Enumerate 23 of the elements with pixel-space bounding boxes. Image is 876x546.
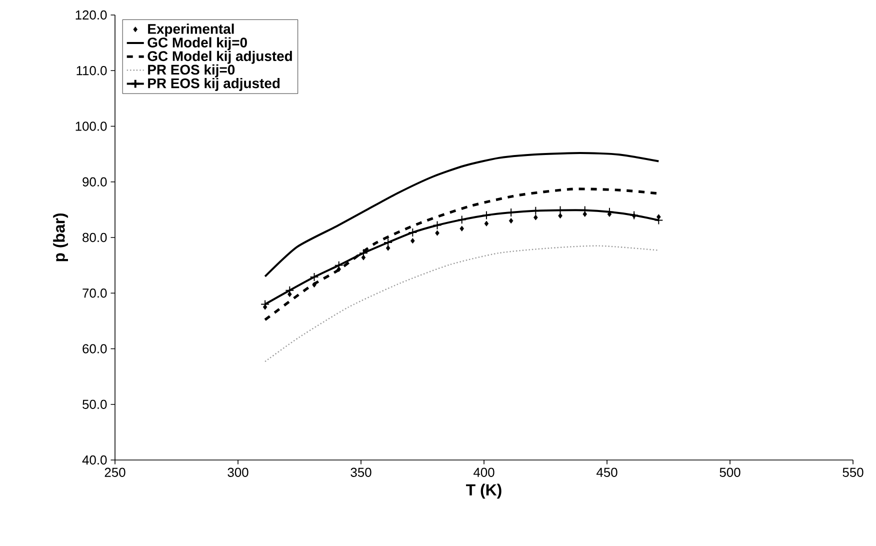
x-tick-label: 300 [228,468,248,477]
x-tick-label: 400 [474,468,494,477]
x-tick-label: 250 [104,468,126,477]
y-tick-label: 90.0 [82,177,107,186]
legend-label: PR EOS kij adjusted [148,78,280,91]
x-tick-label: 450 [596,468,618,477]
x-axis-title: T (K) [466,484,502,499]
y-tick-label: 110.0 [76,66,107,76]
y-axis-title: p (bar) [53,214,68,262]
y-tick-label: 40.0 [82,455,107,465]
legend-label: GC Model kij=0 [148,37,247,50]
x-tick-label: 350 [350,468,372,477]
x-tick-label: 500 [720,468,740,477]
y-tick-label: 50.0 [82,400,107,409]
y-tick-label: 120.0 [76,10,107,20]
y-tick-label: 60.0 [82,344,107,354]
y-tick-label: 100.0 [76,122,107,131]
legend-label: PR EOS kij=0 [148,64,235,78]
legend-label: GC Model kij adjusted [148,50,292,64]
y-tick-label: 70.0 [82,288,107,298]
legend-label: Experimental [148,24,234,37]
x-tick-label: 550 [842,468,864,477]
y-tick-label: 80.0 [82,232,107,242]
